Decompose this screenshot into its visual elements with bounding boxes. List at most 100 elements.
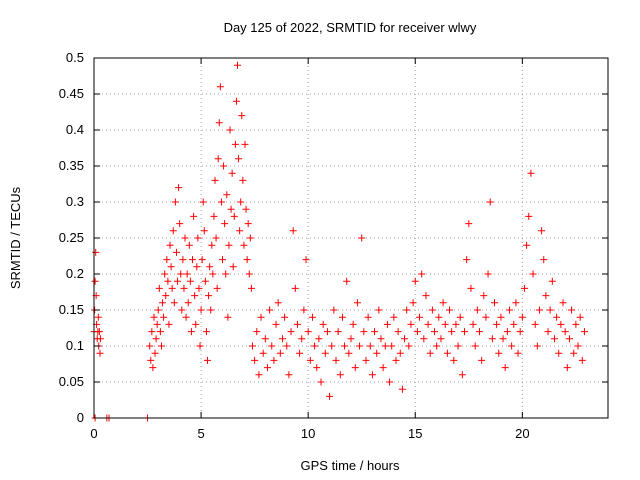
data-point [546,306,554,314]
data-point [493,320,501,328]
data-point [216,83,224,91]
data-point [319,320,327,328]
data-point [458,371,466,379]
data-point [476,328,483,336]
data-point [147,356,155,364]
data-point [520,284,528,292]
data-point [409,299,417,307]
data-point [439,299,447,307]
data-point [293,320,301,328]
data-point [548,277,556,285]
x-tick-label: 5 [197,426,204,441]
data-point [394,328,402,336]
data-point [550,335,558,343]
data-point [580,328,588,336]
x-axis-label: GPS time / hours [301,458,400,473]
data-point [95,328,103,336]
data-point [164,277,172,285]
data-point [193,263,201,271]
data-point [253,328,261,336]
data-point [153,320,161,328]
data-point [197,306,205,314]
data-point [159,299,167,307]
data-point [224,313,232,321]
chart-title: Day 125 of 2022, SRMTID for receiver wlw… [224,20,477,35]
grid-lines [94,58,608,418]
data-point [490,299,498,307]
data-point [195,284,203,292]
data-point [177,270,185,278]
data-point [245,270,253,278]
data-point [523,241,531,249]
data-point [230,212,238,220]
y-tick-label: 0 [77,410,84,425]
data-point [152,335,160,343]
data-point [240,241,248,249]
data-point [237,198,245,206]
y-tick-label: 0.3 [66,194,84,209]
data-point [220,162,228,170]
data-point [148,328,156,336]
data-point [358,234,366,242]
data-point [255,371,263,379]
data-point [315,335,323,343]
data-point [561,328,569,336]
data-point [317,378,325,386]
data-point [565,335,573,343]
data-point [390,313,398,321]
data-point [572,320,580,328]
data-point [480,292,488,300]
data-point [270,356,278,364]
data-point [469,320,477,328]
data-point [274,299,282,307]
data-point [96,335,104,343]
data-point [428,306,436,314]
y-tick-label: 0.4 [66,122,84,137]
x-tick-label: 15 [408,426,422,441]
data-point [223,191,231,199]
data-point [373,349,381,357]
data-point [206,263,214,271]
data-point [525,212,533,220]
data-point [576,313,584,321]
data-point [180,284,188,292]
data-point [371,328,379,336]
data-point [157,342,165,350]
data-point [304,328,312,336]
data-point [226,126,234,134]
data-point [178,306,186,314]
data-point [364,313,372,321]
data-point [529,270,537,278]
data-point [501,364,509,372]
data-point [330,306,338,314]
data-point [533,342,541,350]
data-point [205,292,213,300]
data-point [308,313,316,321]
data-point [236,227,244,235]
data-point [184,299,192,307]
data-point [512,299,520,307]
data-point [219,256,226,264]
data-point [510,320,518,328]
x-tick-label: 20 [515,426,529,441]
data-point [246,234,254,242]
data-point [291,284,299,292]
data-point [272,320,280,328]
data-point [210,212,218,220]
data-point [563,364,571,372]
data-point [243,256,251,264]
data-point [505,306,513,314]
data-point [332,356,340,364]
data-point [465,220,473,228]
y-tick-label: 0.2 [66,266,84,281]
data-point [251,356,259,364]
data-point [424,320,432,328]
data-point [94,313,102,321]
data-point [555,349,563,357]
data-point [248,342,256,350]
data-point [259,349,267,357]
data-point [516,328,524,336]
data-point [194,234,202,242]
data-point [574,342,582,350]
